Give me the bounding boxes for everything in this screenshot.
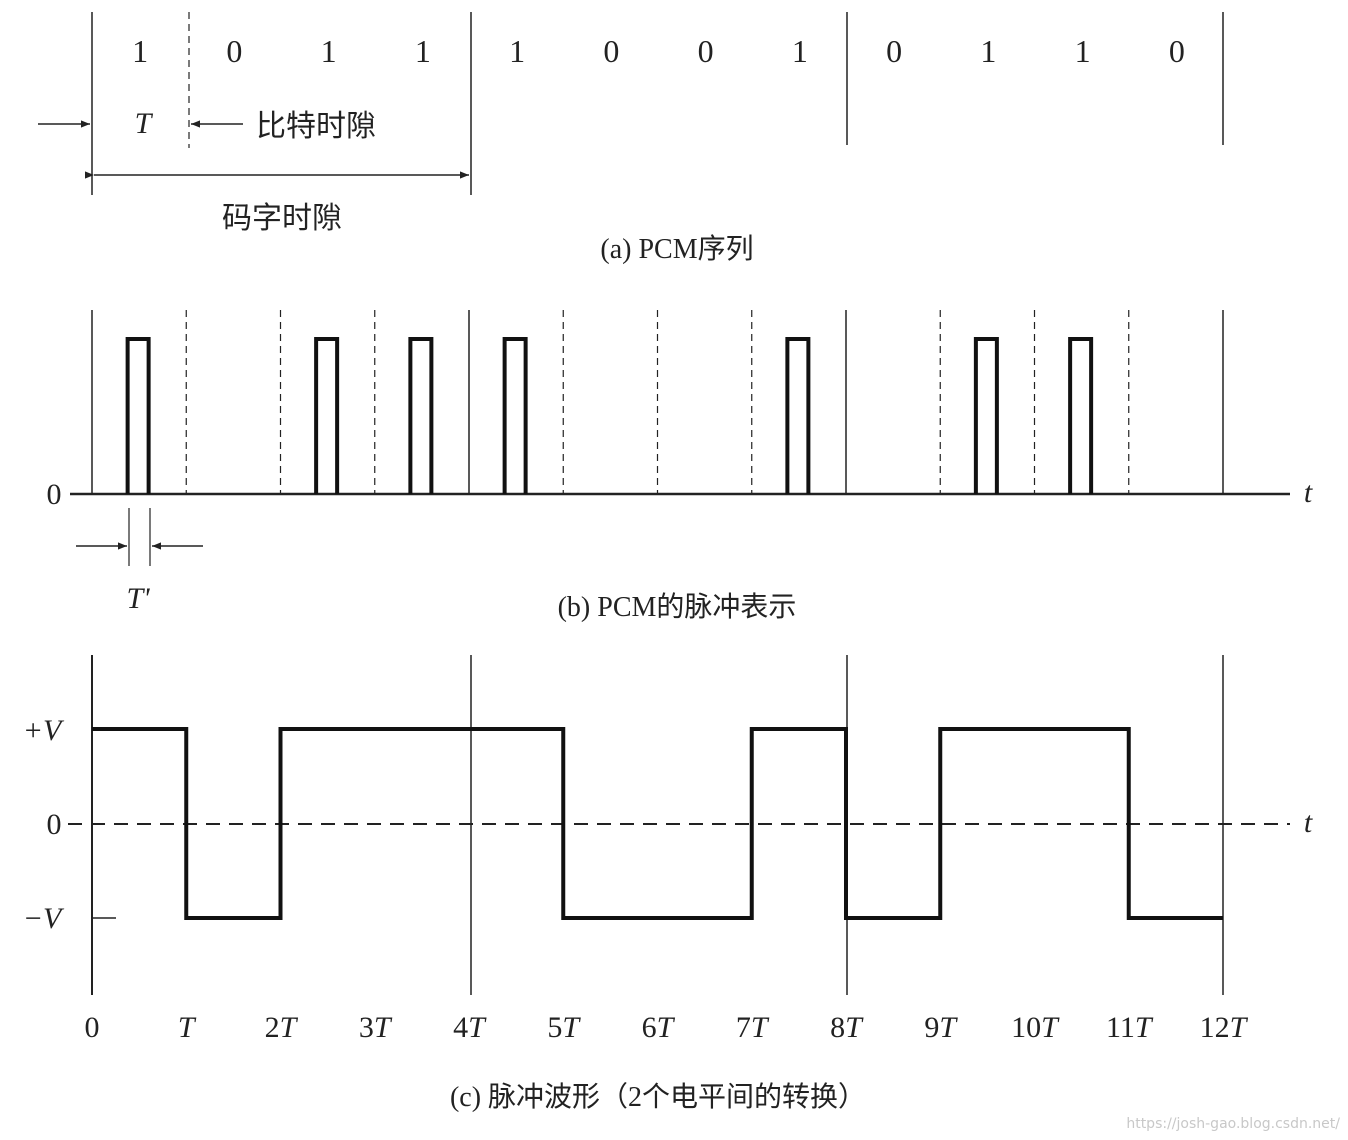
word-slot-label: 码字时隙 [222,202,342,235]
caption-a: (a) PCM序列 [600,233,753,265]
bit-value: 1 [792,33,808,69]
zero-label-c: 0 [47,808,62,841]
x-tick-label: 0 [85,1011,100,1044]
bit-value: 0 [886,33,902,69]
pulse [1068,337,1094,494]
bit-value: 1 [980,33,996,69]
pulse [785,337,811,494]
pulse [973,337,999,494]
bit-value: 0 [698,33,714,69]
caption-c: (c) 脉冲波形（2个电平间的转换） [450,1081,866,1113]
t-axis-label-c: t [1304,806,1313,839]
x-tick-label: 11T [1106,1011,1154,1044]
pulse [125,337,151,494]
x-tick-label: 8T [830,1011,864,1044]
zero-label-b: 0 [47,478,62,511]
panel-a: 1 0 1 1 1 0 0 1 0 1 1 0 T 比特时隙 码字时隙 (a) PCM序列 [38,12,1224,265]
plus-v-label: +V [23,714,65,747]
t-label: T [135,107,154,140]
bit-value: 1 [509,33,525,69]
pulse [502,337,528,494]
bit-slot-label: 比特时隙 [256,110,376,143]
pulse [408,337,434,494]
bit-values: 1 0 1 1 1 0 0 1 0 1 1 0 [132,33,1185,69]
x-tick-label: 12T [1200,1011,1249,1044]
x-tick-label: 2T [265,1011,299,1044]
bit-value: 0 [1169,33,1185,69]
x-tick-label: 3T [359,1011,393,1044]
nrz-waveform [92,727,1223,920]
bit-value: 1 [1075,33,1091,69]
pulses [125,337,1094,494]
x-tick-label: 5T [547,1011,581,1044]
x-tick-label: 10T [1011,1011,1060,1044]
t-prime-label: T' [126,582,150,615]
x-tick-label: T [178,1011,197,1044]
x-tick-label: 4T [453,1011,487,1044]
bit-value: 1 [132,33,148,69]
minus-v-label: −V [23,902,65,935]
caption-b: (b) PCM的脉冲表示 [558,591,797,623]
watermark: https://josh-gao.blog.csdn.net/ [1126,1116,1340,1132]
panel-c: +V 0 −V t 0 T 2T 3T 4T 5T 6T 7T 8T 9T 10T 11T 12T (c… [23,655,1313,1113]
x-tick-labels: 0 T 2T 3T 4T 5T 6T 7T 8T 9T 10T 11T 12T [85,1011,1249,1044]
panel-b: 0 t T' (b) PCM的脉冲表示 [47,310,1313,623]
slot-boundaries-b [91,310,1224,494]
bit-value: 1 [415,33,431,69]
bit-value: 0 [603,33,619,69]
x-tick-label: 9T [924,1011,958,1044]
bit-value: 1 [321,33,337,69]
x-tick-label: 6T [642,1011,676,1044]
pulse [314,337,340,494]
t-axis-label-b: t [1304,476,1313,509]
bit-value: 0 [226,33,242,69]
x-tick-label: 7T [736,1011,770,1044]
